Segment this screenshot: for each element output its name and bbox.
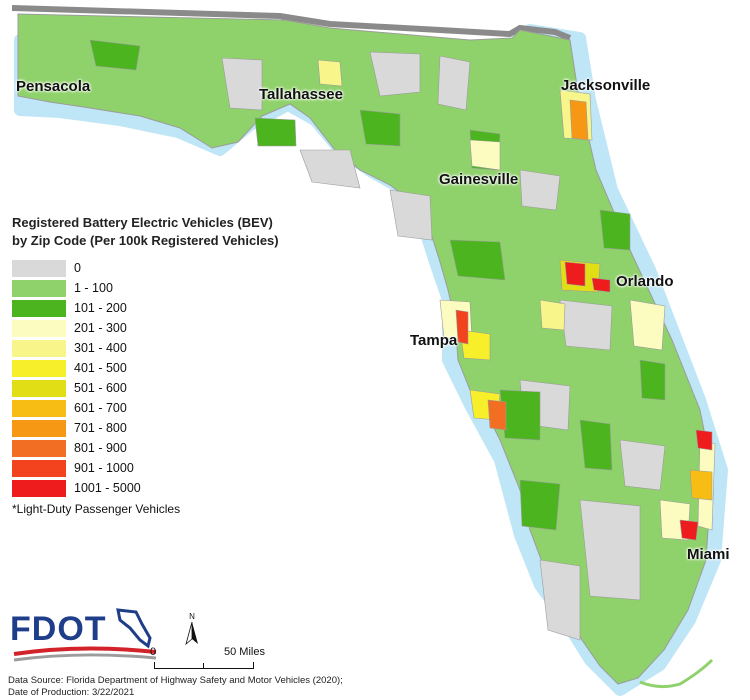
city-label-miami: Miami	[687, 546, 730, 563]
legend-swatch	[12, 319, 66, 337]
zip-region	[299, 149, 361, 189]
scale-zero-label: 0	[150, 646, 157, 658]
scale-max-label: 50 Miles	[224, 646, 265, 658]
legend-item-label: 501 - 600	[74, 381, 127, 395]
legend-item: 601 - 700	[12, 398, 312, 418]
legend-item-label: 301 - 400	[74, 341, 127, 355]
scale-line	[154, 662, 254, 669]
north-label: N	[189, 612, 195, 621]
legend-swatch	[12, 259, 66, 277]
zip-regions	[89, 39, 716, 641]
zip-region	[389, 189, 433, 241]
legend-item-label: 901 - 1000	[74, 461, 134, 475]
legend-item-label: 701 - 800	[74, 421, 127, 435]
zip-region	[469, 139, 501, 171]
legend-title-line1: Registered Battery Electric Vehicles (BE…	[12, 215, 273, 230]
zip-region	[564, 261, 586, 287]
zip-region	[519, 479, 561, 531]
zip-region	[579, 499, 641, 601]
legend-title-line2: by Zip Code (Per 100k Registered Vehicle…	[12, 233, 279, 248]
legend-item-label: 1 - 100	[74, 281, 113, 295]
legend-item: 701 - 800	[12, 418, 312, 438]
legend-swatch	[12, 339, 66, 357]
legend: Registered Battery Electric Vehicles (BE…	[12, 214, 312, 516]
city-label-jacksonville: Jacksonville	[561, 77, 651, 94]
zip-region	[359, 109, 401, 147]
data-source: Data Source: Florida Department of Highw…	[8, 675, 343, 699]
legend-swatch	[12, 479, 66, 497]
zip-region	[487, 399, 507, 431]
city-label-pensacola: Pensacola	[16, 78, 91, 95]
city-label-orlando: Orlando	[616, 273, 674, 290]
legend-item: 901 - 1000	[12, 458, 312, 478]
state-border	[11, 5, 572, 41]
legend-item: 501 - 600	[12, 378, 312, 398]
legend-item: 201 - 300	[12, 318, 312, 338]
legend-item: 0	[12, 258, 312, 278]
north-arrow-icon: N	[185, 612, 198, 646]
legend-swatch	[12, 299, 66, 317]
fdot-logo-text: FDOT	[10, 610, 107, 648]
city-label-tallahassee: Tallahassee	[259, 86, 343, 103]
city-label-tampa: Tampa	[410, 332, 458, 349]
legend-item-label: 101 - 200	[74, 301, 127, 315]
legend-item-label: 801 - 900	[74, 441, 127, 455]
zip-region	[221, 57, 263, 111]
zip-region	[695, 429, 713, 451]
legend-item: 801 - 900	[12, 438, 312, 458]
legend-item: 401 - 500	[12, 358, 312, 378]
zip-region	[579, 419, 613, 471]
legend-item: 1001 - 5000	[12, 478, 312, 498]
legend-item-label: 1001 - 5000	[74, 481, 141, 495]
zip-region	[455, 309, 469, 345]
legend-note: *Light-Duty Passenger Vehicles	[12, 502, 181, 516]
zip-region	[689, 469, 713, 501]
legend-swatch	[12, 359, 66, 377]
scale-bar: 0 50 Miles	[148, 646, 298, 676]
scale-mid-tick	[203, 663, 204, 668]
data-source-line1: Data Source: Florida Department of Highw…	[8, 675, 343, 686]
legend-swatch	[12, 379, 66, 397]
legend-item-label: 401 - 500	[74, 361, 127, 375]
north-arrow: N	[180, 610, 204, 650]
legend-item-label: 0	[74, 261, 81, 275]
zip-region	[254, 117, 297, 147]
zip-region	[591, 277, 611, 293]
legend-swatch	[12, 459, 66, 477]
legend-item-label: 201 - 300	[74, 321, 127, 335]
zip-region	[559, 299, 613, 351]
zip-region	[539, 299, 566, 331]
legend-item: 1 - 100	[12, 278, 312, 298]
zip-region	[629, 299, 666, 351]
florida-keys	[639, 658, 714, 689]
fdot-logo-graphic	[13, 608, 157, 662]
zip-region	[89, 39, 141, 71]
city-label-gainesville: Gainesville	[439, 171, 519, 188]
fdot-logo: FDOT	[10, 604, 160, 666]
legend-item: 101 - 200	[12, 298, 312, 318]
data-source-line2: Date of Production: 3/22/2021	[8, 687, 135, 698]
zip-region	[569, 99, 589, 141]
legend-swatch	[12, 419, 66, 437]
legend-item-label: 601 - 700	[74, 401, 127, 415]
legend-swatch	[12, 279, 66, 297]
legend-swatch	[12, 439, 66, 457]
zip-region	[369, 51, 421, 97]
legend-items: 0 1 - 100 101 - 200 201 - 300 301 - 400 401 -…	[12, 258, 312, 498]
zip-region	[679, 519, 699, 541]
zip-region	[437, 55, 471, 111]
zip-region	[619, 439, 666, 491]
zip-region	[639, 359, 666, 401]
zip-region	[539, 559, 581, 641]
zip-region	[599, 209, 631, 251]
zip-region	[519, 169, 561, 211]
zip-region	[317, 59, 343, 87]
legend-swatch	[12, 399, 66, 417]
legend-item: 301 - 400	[12, 338, 312, 358]
zip-region	[449, 239, 506, 281]
